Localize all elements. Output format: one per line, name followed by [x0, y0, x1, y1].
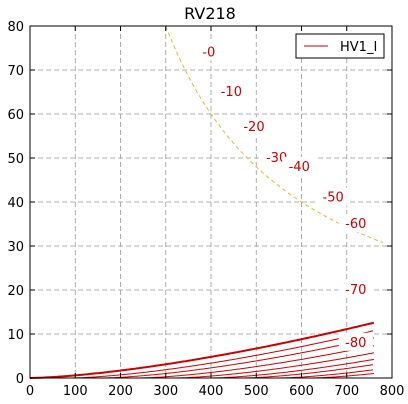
curve-label: -50 [323, 191, 344, 206]
plate-curve [242, 364, 374, 379]
y-tick-label: 50 [7, 152, 24, 167]
x-axis-ticks: 0 100 200 300 400 500 600 700 800 [26, 26, 405, 399]
curve-label-bg [282, 156, 317, 175]
x-tick-label: 700 [334, 384, 359, 399]
curve-label-bg [316, 187, 351, 206]
curve-label-bg [236, 117, 271, 136]
curve-label: -70 [345, 283, 366, 298]
curve-label: -10 [221, 85, 242, 100]
plate-curve [278, 369, 374, 379]
y-tick-label: 80 [7, 20, 24, 35]
curve-label: -80 [345, 336, 366, 351]
y-axis-ticks: 0 10 20 30 40 50 60 70 80 [7, 20, 392, 387]
curve-label: -20 [243, 120, 264, 135]
x-tick-label: 400 [199, 384, 224, 399]
curve-label-bg [338, 332, 373, 351]
y-tick-label: 30 [7, 240, 24, 255]
plate-curve [30, 321, 375, 379]
curve-label: -40 [289, 160, 310, 175]
y-tick-label: 10 [7, 328, 24, 343]
x-tick-label: 300 [153, 384, 178, 399]
plate-curve [102, 337, 375, 379]
plate-curve [174, 352, 375, 379]
curve-label-bg [214, 82, 249, 100]
dissipation-curve [165, 25, 384, 244]
x-tick-label: 500 [244, 384, 269, 399]
y-tick-label: 20 [7, 284, 24, 299]
y-tick-label: 70 [7, 64, 24, 79]
curve-label: -30 [266, 151, 287, 166]
plate-curve [211, 358, 374, 379]
y-tick-label: 40 [7, 196, 24, 211]
legend: HV1_I [295, 33, 385, 59]
y-tick-label: 0 [16, 372, 24, 387]
curve-label-bg [195, 42, 222, 61]
x-tick-label: 0 [26, 384, 34, 399]
y-tick-label: 60 [7, 108, 24, 123]
plate-curve [138, 345, 374, 379]
curve-label: -0 [202, 45, 215, 60]
plate-curve [70, 330, 374, 379]
x-tick-label: 800 [380, 384, 405, 399]
dissipation-line [165, 25, 384, 244]
curve-label-bg [338, 214, 373, 232]
x-tick-label: 200 [108, 384, 133, 399]
chart-title: RV218 [184, 4, 236, 23]
curve-label: -60 [345, 217, 366, 232]
legend-entry-label: HV1_I [340, 40, 377, 55]
curve-labels: -0 -10 -20 -30-40 -50-60 -70 -80 [195, 42, 373, 351]
curve-label-bg [338, 280, 373, 298]
x-tick-label: 100 [63, 384, 88, 399]
plate-curves [30, 321, 375, 379]
x-tick-label: 600 [289, 384, 314, 399]
